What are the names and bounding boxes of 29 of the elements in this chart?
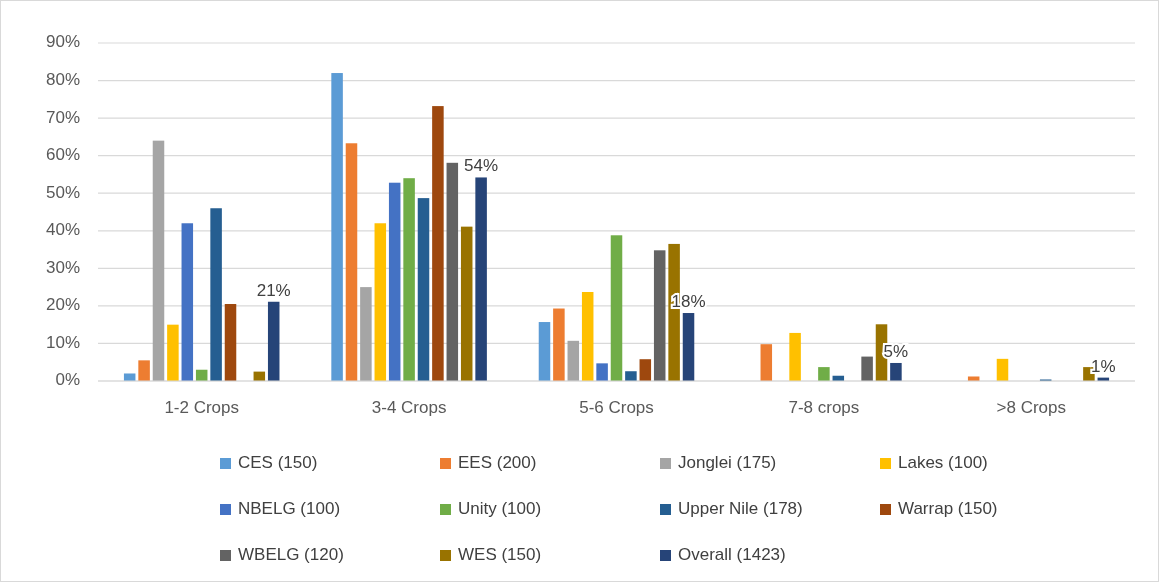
legend-label: Warrap (150)	[898, 499, 998, 519]
y-tick-label: 90%	[45, 32, 80, 52]
y-tick-label: 40%	[45, 220, 80, 240]
y-tick-label: 80%	[45, 70, 80, 90]
y-tick-label: 10%	[45, 332, 80, 352]
x-tick-label: 5-6 Crops	[579, 398, 654, 417]
y-tick-label: 50%	[45, 182, 80, 202]
legend-label: Jonglei (175)	[678, 453, 777, 473]
legend-label: WBELG (120)	[238, 545, 344, 565]
y-tick-label: 0%	[55, 370, 80, 390]
data-label: 21%	[256, 280, 291, 300]
legend-label: Upper Nile (178)	[678, 499, 803, 519]
legend-label: Lakes (100)	[898, 453, 988, 473]
legend-label: Unity (100)	[458, 499, 542, 519]
x-tick-label: >8 Crops	[996, 398, 1067, 417]
legend-label: WES (150)	[458, 545, 542, 565]
legend-label: EES (200)	[458, 453, 537, 473]
y-tick-label: 20%	[45, 295, 80, 315]
data-label: 54%	[464, 156, 499, 176]
data-label: 1%	[1091, 356, 1116, 376]
y-tick-label: 70%	[45, 107, 80, 127]
x-tick-label: 1-2 Crops	[164, 398, 240, 417]
legend-label: Overall (1423)	[678, 545, 786, 565]
legend-label: CES (150)	[238, 453, 318, 473]
y-tick-label: 60%	[45, 145, 80, 165]
x-tick-label: 7-8 crops	[788, 398, 860, 417]
y-tick-label: 30%	[45, 257, 80, 277]
legend-label: NBELG (100)	[238, 499, 341, 519]
x-tick-label: 3-4 Crops	[371, 398, 447, 417]
